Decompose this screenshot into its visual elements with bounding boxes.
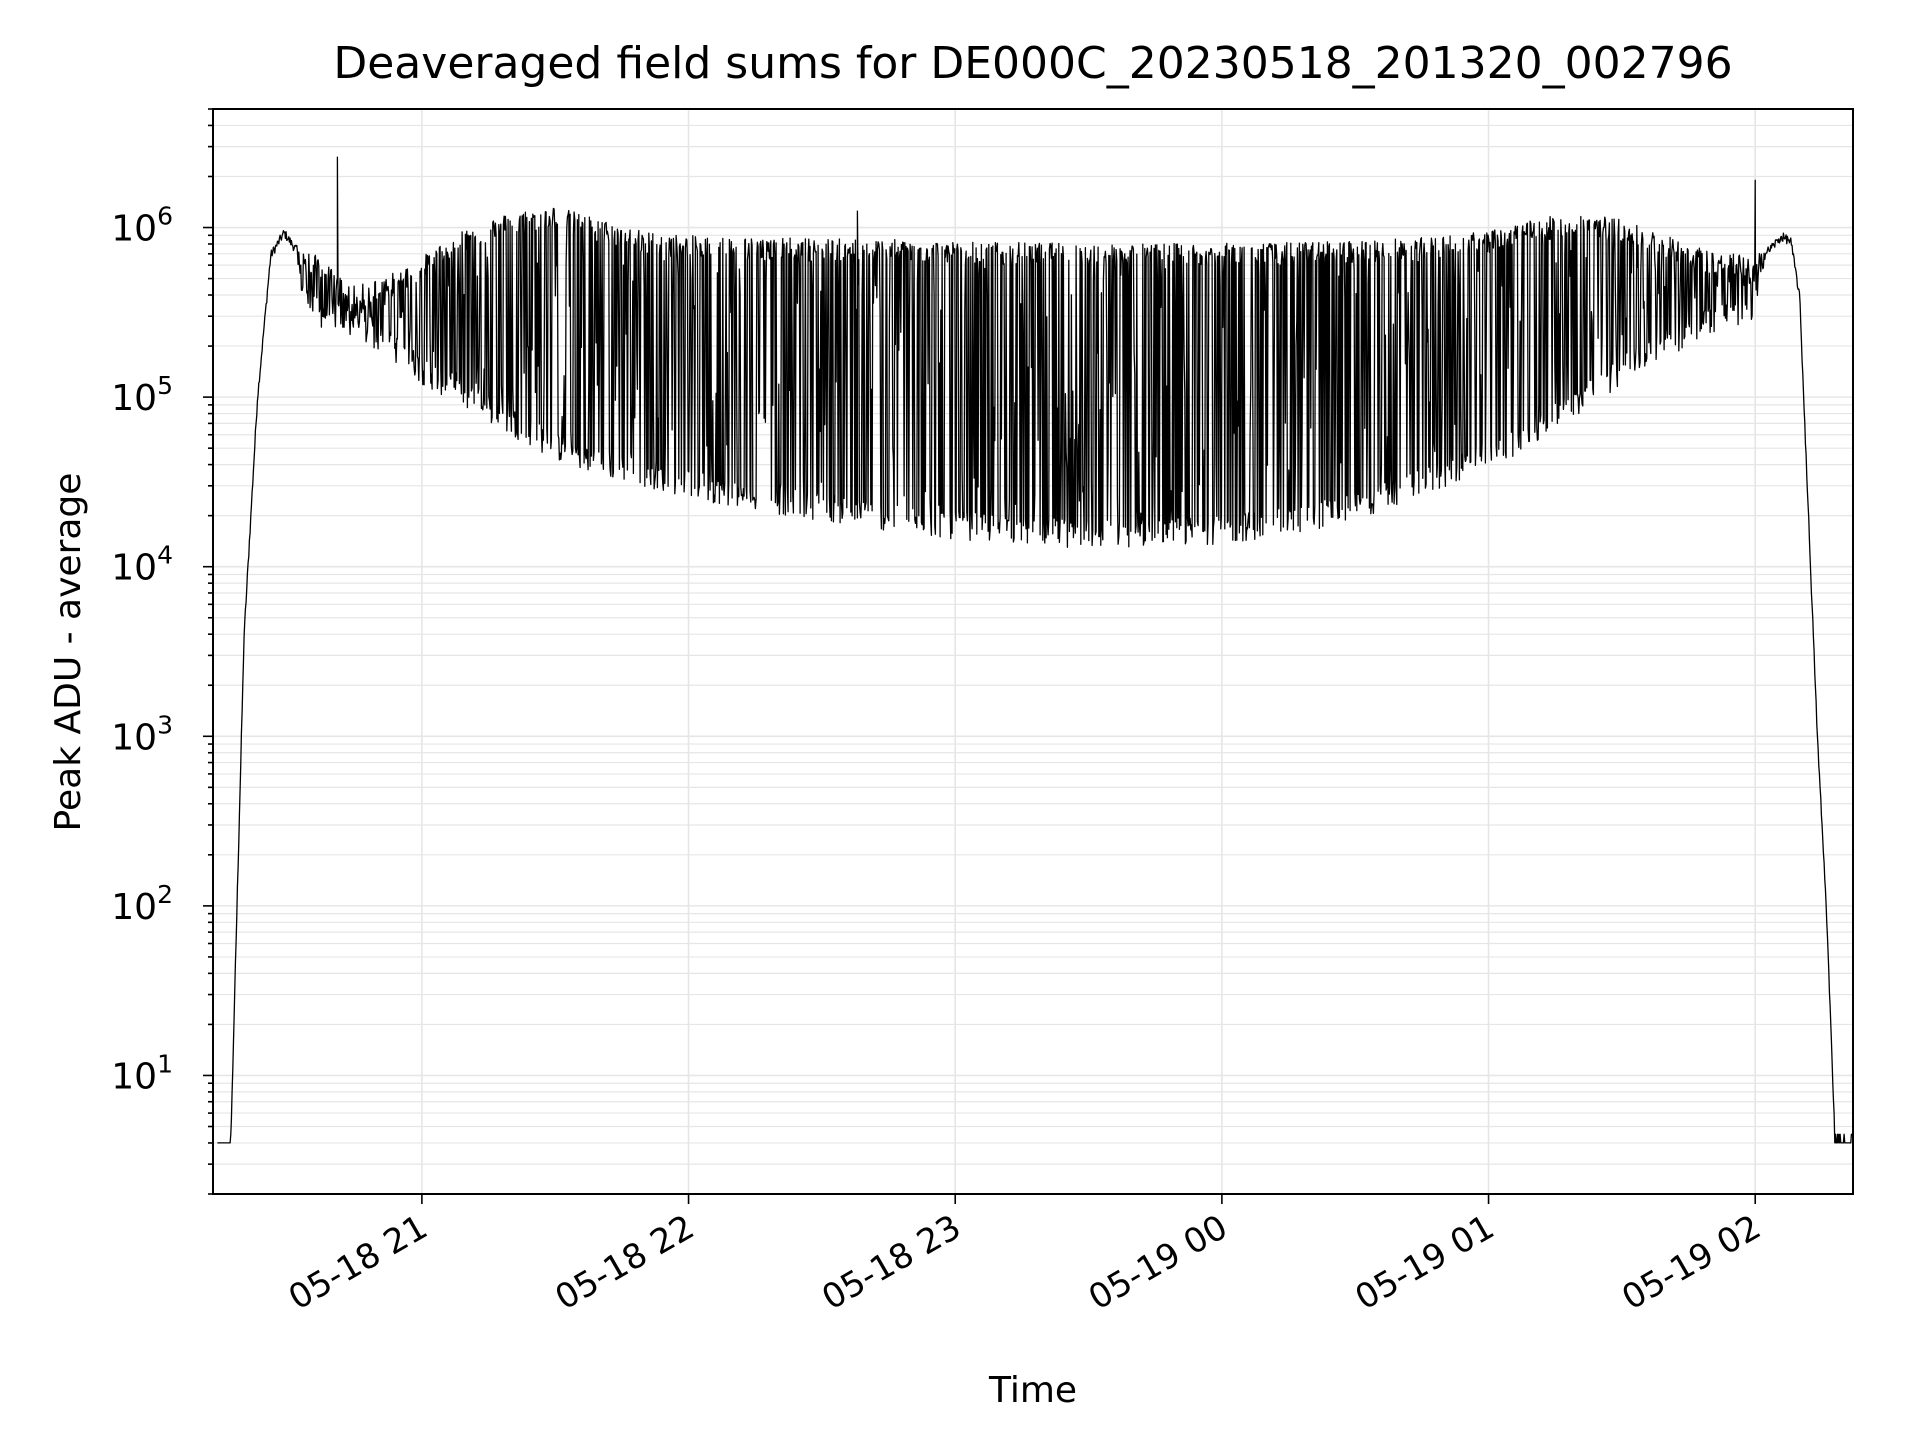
y-tick-label: 103 <box>111 710 173 758</box>
y-axis-label: Peak ADU - average <box>48 473 89 832</box>
y-tick-label: 102 <box>111 880 173 928</box>
x-axis-label: Time <box>988 1370 1077 1411</box>
y-tick-label: 106 <box>111 202 173 250</box>
data-layer <box>217 156 1853 1144</box>
plot-frame <box>212 108 1854 1195</box>
y-tick-label: 104 <box>111 541 173 589</box>
y-tick-label: 101 <box>111 1049 173 1097</box>
series-line <box>217 156 1853 1144</box>
chart-title: Deaveraged field sums for DE000C_2023051… <box>333 38 1732 89</box>
y-tick-label: 105 <box>111 371 173 419</box>
